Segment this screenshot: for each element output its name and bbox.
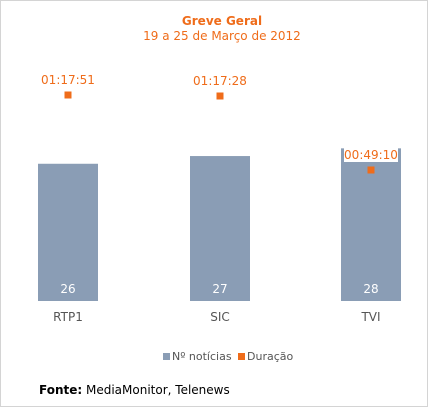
bar-tvi [341,148,401,301]
bar-rtp1 [38,163,98,301]
duration-marker [367,166,375,174]
legend-swatch-noticias [163,353,170,360]
legend-label-noticias: Nº notícias [172,350,232,363]
bar-sic [190,156,250,301]
bar-value-label: 26 [60,282,75,296]
source-note: Fonte: MediaMonitor, Telenews [39,383,230,397]
category-label: SIC [210,310,230,324]
source-text: MediaMonitor, Telenews [82,383,230,397]
duration-label: 01:17:51 [41,73,95,87]
source-label: Fonte: [39,383,83,397]
duration-label-bg [344,147,398,162]
category-label: RTP1 [53,310,83,324]
duration-label: 01:17:28 [193,74,247,88]
chart-title: Greve Geral [182,14,262,28]
bar-value-label: 28 [363,282,378,296]
legend-swatch-duracao [238,353,245,360]
duration-label: 00:49:10 [344,148,398,162]
bar-value-label: 27 [212,282,227,296]
category-label: TVI [360,310,380,324]
chart-subtitle: 19 a 25 de Março de 2012 [143,29,301,43]
legend-label-duracao: Duração [247,350,293,363]
duration-marker [64,91,72,99]
duration-marker [216,92,224,100]
